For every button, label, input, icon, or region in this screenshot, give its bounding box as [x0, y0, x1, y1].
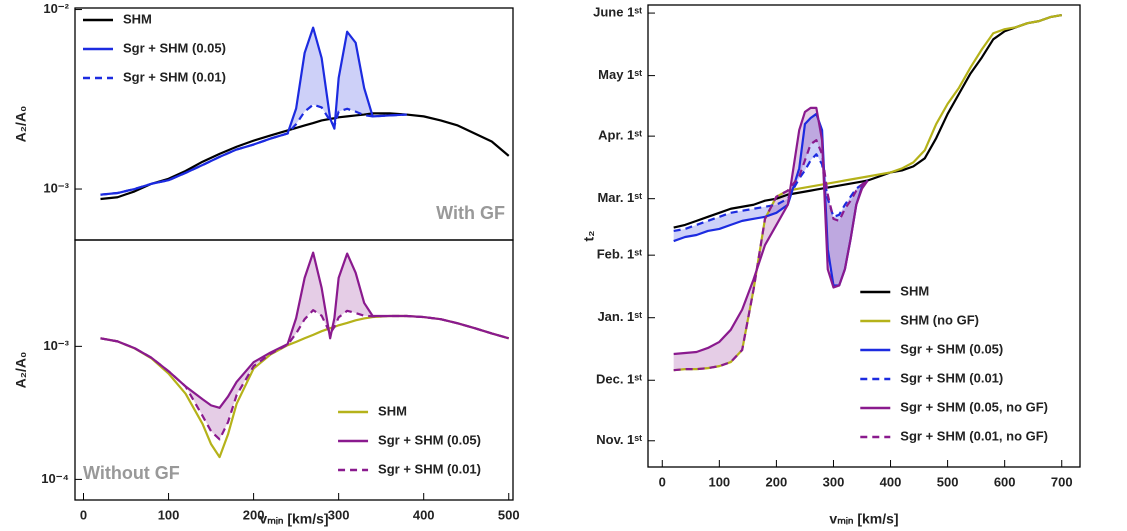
- legend-label: SHM: [123, 11, 152, 26]
- series-line: [673, 153, 869, 233]
- legend: SHM Sgr + SHM (0.05) Sgr + SHM (0.01): [338, 403, 481, 476]
- legend-label: Sgr + SHM (0.01, no GF): [900, 428, 1048, 443]
- x-axis-title: vₘᵢₙ [km/s]: [829, 511, 898, 527]
- x-tick-label: 700: [1051, 474, 1073, 489]
- legend: SHM Sgr + SHM (0.05) Sgr + SHM (0.01): [83, 11, 226, 84]
- legend-label: Sgr + SHM (0.01): [378, 461, 481, 476]
- panel-annotation: Without GF: [83, 463, 180, 483]
- legend-label: SHM (no GF): [900, 312, 979, 327]
- plot-area: [100, 26, 510, 201]
- y-tick-label: May 1ˢᵗ: [598, 67, 642, 82]
- x-tick-label: 0: [80, 507, 87, 522]
- series-line: [100, 251, 510, 409]
- x-tick-label: 100: [158, 507, 180, 522]
- legend-label: Sgr + SHM (0.01): [900, 370, 1003, 385]
- x-tick-label: 200: [243, 507, 265, 522]
- series-line: [100, 26, 407, 196]
- series-line: [673, 106, 869, 356]
- legend-label: SHM: [378, 403, 407, 418]
- legend-label: SHM: [900, 283, 929, 298]
- legend-label: Sgr + SHM (0.01): [123, 69, 226, 84]
- shaded-band: [673, 107, 868, 371]
- y-tick-label: Feb. 1ˢᵗ: [597, 247, 642, 262]
- y-tick-label: Mar. 1ˢᵗ: [597, 190, 642, 205]
- series-line: [100, 112, 510, 201]
- y-tick-label: June 1ˢᵗ: [593, 5, 642, 20]
- series-line: [673, 14, 1062, 372]
- y-tick-label: 10⁻³: [43, 338, 69, 353]
- y-tick-label: Apr. 1ˢᵗ: [598, 128, 642, 143]
- legend-label: Sgr + SHM (0.05, no GF): [900, 399, 1048, 414]
- y-tick-label: 10⁻²: [43, 1, 69, 16]
- shaded-band: [100, 252, 509, 440]
- y-tick-label: Jan. 1ˢᵗ: [597, 309, 642, 324]
- legend: SHM SHM (no GF) Sgr + SHM (0.05) Sgr + SHM …: [860, 283, 1048, 443]
- x-tick-label: 100: [708, 474, 730, 489]
- x-axis-title: vₘᵢₙ [km/s]: [259, 511, 328, 527]
- series-line: [100, 309, 510, 441]
- y-axis-title: A₂/A₀: [13, 106, 29, 143]
- x-tick-label: 400: [413, 507, 435, 522]
- x-tick-label: 400: [880, 474, 902, 489]
- plot-frame: [647, 4, 1081, 468]
- y-tick-label: Dec. 1ˢᵗ: [596, 372, 642, 387]
- shaded-band: [673, 113, 868, 286]
- x-tick-label: 300: [328, 507, 350, 522]
- plot-area: [673, 14, 1062, 372]
- x-tick-label: 600: [994, 474, 1016, 489]
- y-tick-label: 10⁻³: [43, 180, 69, 195]
- y-axis-title: A₂/A₀: [13, 352, 29, 389]
- legend-label: Sgr + SHM (0.05): [378, 432, 481, 447]
- series-line: [100, 103, 407, 196]
- series-line: [673, 14, 1062, 229]
- y-tick-label: 10⁻⁴: [41, 471, 69, 486]
- y-axis-title: t₂: [581, 231, 597, 242]
- plot-area: [100, 251, 510, 459]
- x-tick-label: 500: [498, 507, 520, 522]
- y-tick-label: Nov. 1ˢᵗ: [596, 432, 642, 447]
- x-tick-label: 500: [937, 474, 959, 489]
- legend-label: Sgr + SHM (0.05): [900, 341, 1003, 356]
- legend-label: Sgr + SHM (0.05): [123, 40, 226, 55]
- x-tick-label: 200: [766, 474, 788, 489]
- panel-annotation: With GF: [436, 203, 505, 223]
- x-tick-label: 0: [659, 474, 666, 489]
- x-tick-label: 300: [823, 474, 845, 489]
- plot-frame: [74, 239, 514, 501]
